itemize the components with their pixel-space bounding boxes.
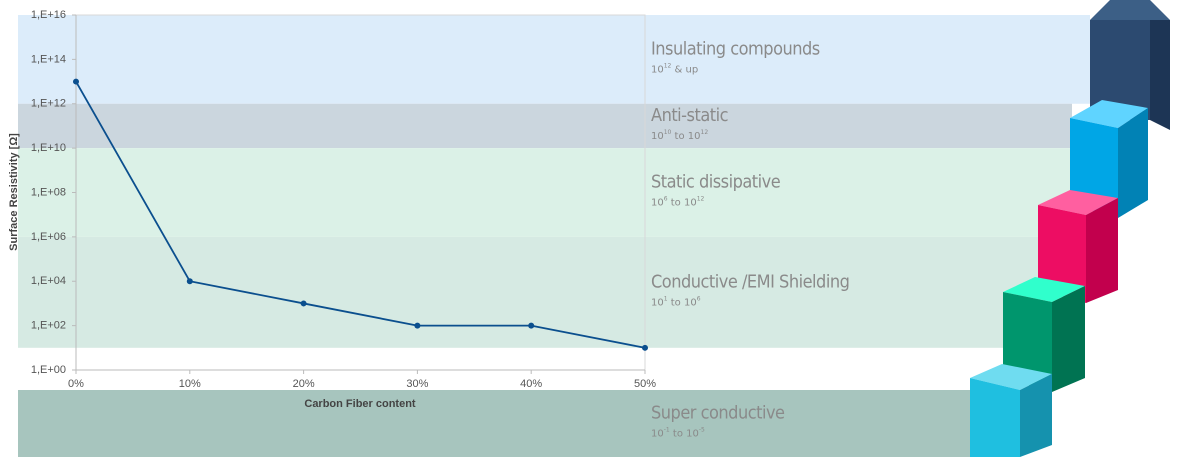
band-range: 1010 to 1012 [651, 129, 708, 142]
y-tick-label: 1,E+04 [31, 275, 66, 287]
x-tick-label: 50% [634, 378, 656, 390]
y-tick-label: 1,E+00 [31, 364, 66, 376]
superscript: 6 [697, 295, 701, 302]
x-tick-label: 0% [68, 378, 84, 390]
marker [73, 79, 79, 85]
y-tick-label: 1,E+14 [31, 53, 66, 65]
band-label: Insulating compounds [651, 38, 820, 59]
x-tick-label: 10% [179, 378, 201, 390]
band [18, 390, 972, 457]
range-text: to 10 [668, 297, 697, 308]
y-tick-label: 1,E+06 [31, 231, 66, 243]
x-tick-label: 20% [293, 378, 315, 390]
bands [18, 15, 1100, 457]
arrow-top [1090, 0, 1170, 20]
superscript: 12 [697, 196, 705, 203]
band [18, 148, 1100, 237]
range-text: to 10 [670, 429, 699, 440]
y-tick-label: 1,E+16 [31, 9, 66, 21]
superscript: 12 [701, 129, 709, 136]
band [18, 15, 1090, 104]
marker [187, 278, 193, 284]
range-text: & up [671, 64, 698, 75]
band-label: Static dissipative [651, 172, 781, 193]
band-range: 1012 & up [651, 62, 698, 75]
chart: Insulating compounds Anti-static Static di… [0, 0, 1186, 457]
marker [301, 300, 307, 306]
superscript: 10 [664, 129, 672, 136]
band-range: 10-1 to 10-5 [651, 427, 705, 440]
marker [414, 323, 420, 329]
arrow-side [1150, 20, 1170, 130]
band-labels: Anti-static [651, 105, 728, 126]
band-range: 101 to 106 [651, 295, 701, 308]
marker [642, 345, 648, 351]
range-text: 10 [651, 64, 664, 75]
step-side [1052, 286, 1085, 392]
y-tick-label: 1,E+02 [31, 320, 66, 332]
x-axis-label: Carbon Fiber content [304, 398, 416, 410]
y-tick-label: 1,E+08 [31, 186, 66, 198]
band-labels: Super conductive [651, 403, 785, 424]
band [18, 104, 1072, 148]
band-label: Anti-static [651, 105, 728, 126]
step-side [1086, 198, 1118, 303]
band-range: 106 to 1012 [651, 196, 705, 209]
band-labels: Static dissipative [651, 172, 781, 193]
superscript: -5 [699, 427, 705, 434]
band-label: Conductive /EMI Shielding [651, 271, 849, 292]
range-text: 10 [651, 297, 664, 308]
x-tick-label: 40% [520, 378, 542, 390]
range-text: 10 [651, 429, 664, 440]
band-labels: Insulating compounds [651, 38, 820, 59]
y-tick-label: 1,E+12 [31, 98, 66, 110]
range-text: to 10 [668, 198, 697, 209]
superscript: 12 [664, 62, 672, 69]
band [18, 237, 1040, 348]
range-text: to 10 [671, 131, 700, 142]
y-tick-label: 1,E+10 [31, 142, 66, 154]
step-front [970, 378, 1020, 457]
x-tick-label: 30% [406, 378, 428, 390]
band-label: Super conductive [651, 403, 785, 424]
marker [528, 323, 534, 329]
range-text: 10 [651, 131, 664, 142]
band-labels: Conductive /EMI Shielding [651, 271, 849, 292]
range-text: 10 [651, 198, 664, 209]
y-axis-label: Surface Resistivity [Ω] [8, 133, 20, 251]
